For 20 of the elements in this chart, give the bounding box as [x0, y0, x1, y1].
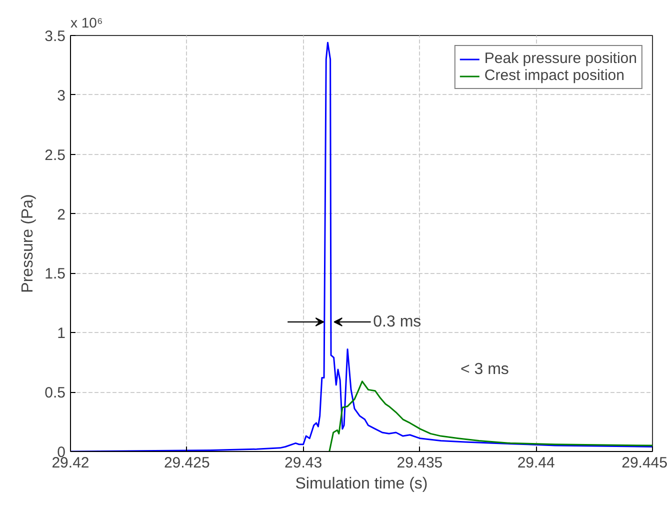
x-axis-title: Simulation time (s) [295, 476, 428, 492]
x-tick-label: 29.445 [622, 454, 667, 472]
y-tick-label: 2.5 [44, 146, 66, 164]
x-tick-label: 29.435 [396, 454, 443, 472]
legend-label: Crest impact position [484, 67, 624, 84]
y-tick-label: 1 [57, 325, 66, 342]
text: x 10⁶ [70, 14, 103, 30]
y-tick-label: 3.5 [44, 28, 66, 45]
annotation: 0.3 ms [373, 313, 422, 330]
legend-label: Peak pressure position [484, 50, 637, 67]
y-tick-label: 2 [57, 206, 66, 224]
y-axis-title: Pressure (Pa) [20, 194, 37, 293]
x-tick-label: 29.43 [284, 454, 322, 472]
y-tick-label: 1.5 [44, 266, 66, 283]
line-series [328, 380, 652, 452]
x-tick-label: 29.44 [517, 454, 555, 472]
annotation: < 3 ms [460, 361, 509, 378]
y-tick-label: 3 [57, 87, 66, 104]
x-tick-label: 29.425 [164, 454, 210, 472]
y-tick-label: 0.5 [44, 384, 66, 402]
